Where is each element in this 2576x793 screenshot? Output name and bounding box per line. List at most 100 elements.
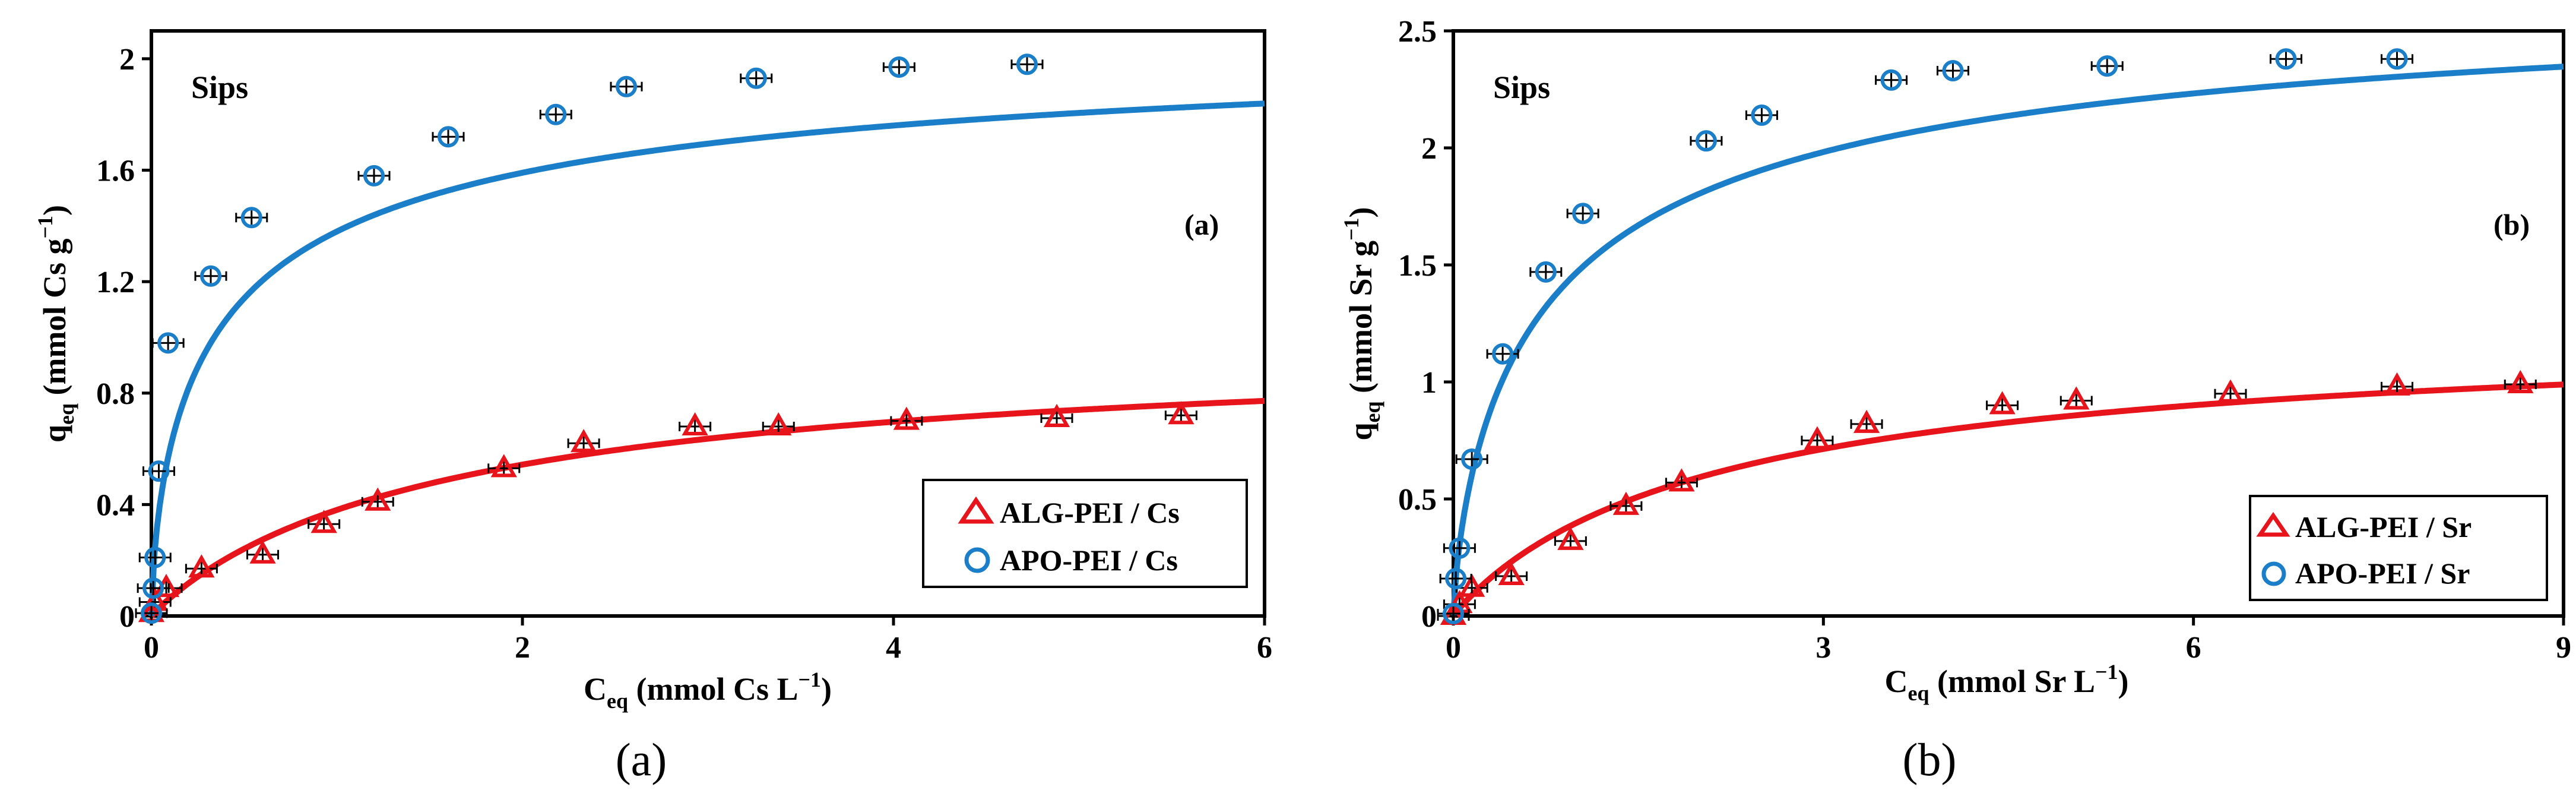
data-markers <box>1437 48 2537 625</box>
panel-a: 0 2 4 600.40.81.21.62 Sips (a) qeq (mmol Cs… <box>33 29 1272 785</box>
panel-caption: (b) <box>1903 734 1957 785</box>
x-axis-label-rest: (mmol Cs L <box>628 671 798 707</box>
error-bar <box>2270 52 2302 67</box>
circle-marker <box>240 207 262 229</box>
triangle-marker <box>142 587 169 611</box>
legend-item-alg-pei-sr: ALG-PEI / Sr <box>2295 510 2472 544</box>
data-point <box>1437 603 1470 625</box>
x-tick-label: 9 <box>2556 631 2571 665</box>
error-bar <box>1986 398 2019 413</box>
data-point <box>1609 491 1643 515</box>
x-axis-label-main: C <box>584 671 607 707</box>
legend-circle-icon <box>964 547 990 573</box>
triangle-marker <box>1989 391 2016 415</box>
error-bar <box>1850 416 1883 431</box>
panel-caption: (a) <box>616 734 667 785</box>
data-point <box>1937 59 1969 81</box>
error-bar <box>1010 57 1044 72</box>
error-bar <box>1495 569 1528 584</box>
circle-marker <box>1942 59 1964 81</box>
data-point <box>2504 369 2537 393</box>
triangle-marker <box>1459 573 1485 597</box>
triangle-marker <box>2507 369 2534 393</box>
x-axis-label-main: C <box>1885 664 1908 699</box>
circle-marker <box>1695 130 1717 152</box>
data-point <box>151 332 185 354</box>
error-bar <box>1566 206 1599 221</box>
error-bar <box>890 413 923 428</box>
x-tick-label: 0 <box>144 631 159 665</box>
error-bar <box>308 517 341 532</box>
triangle-marker <box>249 540 276 564</box>
y-axis-label-sub: eq <box>55 403 78 425</box>
error-bar <box>1745 108 1778 122</box>
y-axis-label-close: ) <box>1343 207 1379 217</box>
error-bar <box>2381 52 2413 67</box>
data-point <box>1010 53 1044 75</box>
y-axis-label: qeq (mmol Sr g−1) <box>1339 207 1384 440</box>
error-bar <box>135 606 168 621</box>
x-tick-label: 3 <box>1815 631 1831 665</box>
legend-triangle-icon <box>2256 511 2290 537</box>
error-bar <box>235 210 268 225</box>
data-point <box>890 406 923 430</box>
data-point <box>1443 537 1476 559</box>
triangle-marker <box>490 454 517 478</box>
error-bar <box>185 561 218 576</box>
data-point <box>142 460 175 482</box>
circle-marker <box>1449 537 1471 559</box>
data-point <box>1529 261 1563 283</box>
y-tick-label: 0.4 <box>96 488 135 522</box>
y-tick-label: 0 <box>1421 600 1437 634</box>
circle-marker <box>141 602 162 624</box>
x-axis-label-close: ) <box>2118 664 2129 699</box>
x-tick-label: 0 <box>1446 631 1461 665</box>
triangle-marker <box>188 554 215 578</box>
error-bar <box>1665 475 1698 490</box>
y-axis-label-close: ) <box>37 205 72 216</box>
fit-curve-alg-pei-cs <box>149 397 1265 618</box>
circle-marker <box>1535 261 1557 283</box>
data-point <box>1443 590 1476 614</box>
error-bar <box>539 107 572 122</box>
fit-curve-alg-pei-sr <box>1451 381 2564 618</box>
x-tick-label: 6 <box>1257 631 1272 665</box>
legend-box <box>2249 495 2548 601</box>
axis-ticks: 0 2 4 6 0 0.4 0.8 1.2 1.6 2 <box>96 43 1272 665</box>
triangle-marker <box>2384 372 2410 396</box>
x-axis-label-sup: −1 <box>798 668 821 691</box>
legend-item-apo-pei-sr: APO-PEI / Sr <box>2295 557 2470 590</box>
data-point <box>246 540 279 564</box>
triangle-marker <box>1168 401 1194 425</box>
circle-marker <box>2096 55 2118 77</box>
error-bar <box>357 168 391 183</box>
error-bar <box>194 268 227 283</box>
data-point <box>138 587 172 611</box>
data-point <box>1566 203 1599 225</box>
circle-marker <box>157 332 179 354</box>
legend: ALG-PEI / Cs APO-PEI / Cs <box>922 479 1248 588</box>
data-point <box>1801 426 1834 450</box>
error-bar <box>1455 452 1488 467</box>
data-point <box>1486 343 1519 365</box>
data-point <box>882 56 915 78</box>
error-bar <box>1937 63 1969 78</box>
triangle-marker <box>893 406 920 430</box>
model-label: Sips <box>191 69 248 105</box>
y-tick-label: 1.6 <box>96 154 135 188</box>
circle-marker <box>888 56 910 78</box>
error-bar <box>1875 72 1908 87</box>
error-bar <box>1529 264 1563 279</box>
circle-marker <box>200 265 221 287</box>
data-point <box>1850 409 1883 433</box>
error-bar <box>762 419 795 434</box>
model-label: Sips <box>1493 69 1550 105</box>
y-tick-label: 1.2 <box>96 266 135 299</box>
error-bar <box>142 464 175 479</box>
x-axis-label: Ceq (mmol Sr L−1) <box>1885 660 2129 705</box>
error-bar <box>2090 59 2124 74</box>
error-bar <box>138 595 172 609</box>
panel-b: 0 3 6 900.511.522.5 Sips (b) qeq (mmol Sr g… <box>1339 15 2571 785</box>
legend-circle-icon <box>2261 561 2286 586</box>
data-point <box>2090 55 2124 77</box>
